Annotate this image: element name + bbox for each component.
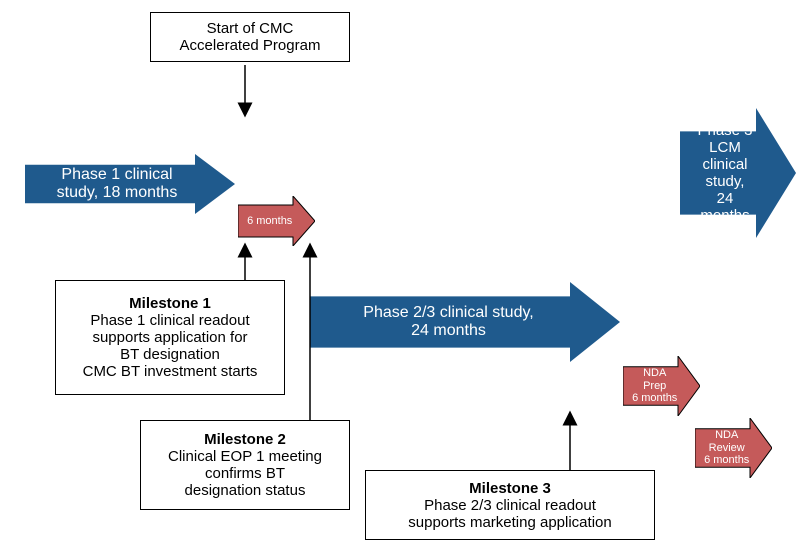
- arrow-nda_review: NDAReview6 months: [695, 418, 772, 478]
- arrow-phase3lcm: Phase 3LCMclinicalstudy,24months: [680, 108, 796, 238]
- arrow-sixmonths: 6 months: [238, 196, 315, 246]
- box-start: Start of CMCAccelerated Program: [150, 12, 350, 62]
- box-milestone2: Milestone 2Clinical EOP 1 meetingconfirm…: [140, 420, 350, 510]
- arrow-nda_prep: NDAPrep6 months: [623, 356, 700, 416]
- arrow-phase23: Phase 2/3 clinical study,24 months: [310, 282, 620, 362]
- box-milestone3: Milestone 3Phase 2/3 clinical readoutsup…: [365, 470, 655, 540]
- box-milestone1: Milestone 1Phase 1 clinical readoutsuppo…: [55, 280, 285, 395]
- arrow-phase1: Phase 1 clinicalstudy, 18 months: [25, 154, 235, 214]
